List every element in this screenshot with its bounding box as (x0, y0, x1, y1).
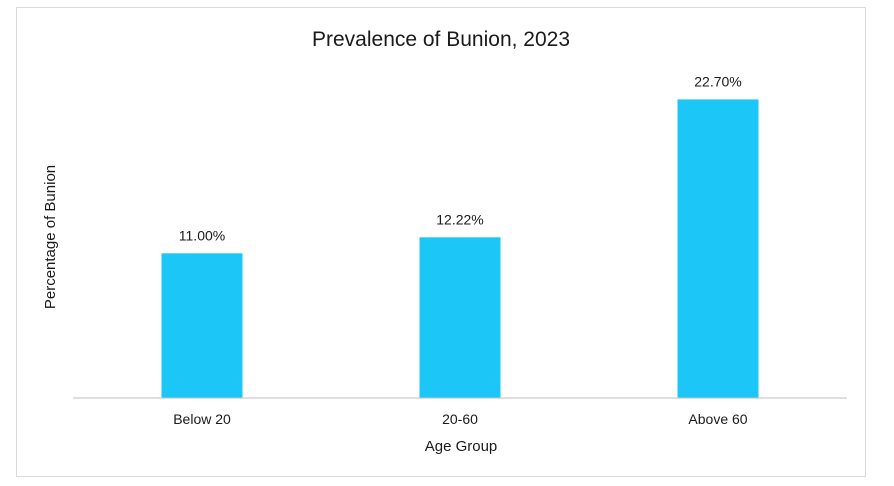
bar-2 (677, 99, 759, 399)
x-tick-label-2: Above 60 (688, 411, 747, 427)
data-label-0: 11.00% (179, 227, 225, 243)
x-tick-label-0: Below 20 (173, 411, 231, 427)
data-label-1: 12.22% (436, 211, 483, 227)
bar-1 (419, 237, 501, 398)
chart-title: Prevalence of Bunion, 2023 (312, 28, 570, 51)
x-axis-title: Age Group (425, 438, 498, 455)
bar-0 (161, 253, 243, 398)
bars-layer: 11.00% Below 20 12.22% 20-60 22.70% Above 60 (161, 73, 759, 427)
data-label-2: 22.70% (694, 73, 741, 89)
x-tick-label-1: 20-60 (442, 411, 478, 427)
y-axis-title: Percentage of Bunion (42, 165, 59, 309)
